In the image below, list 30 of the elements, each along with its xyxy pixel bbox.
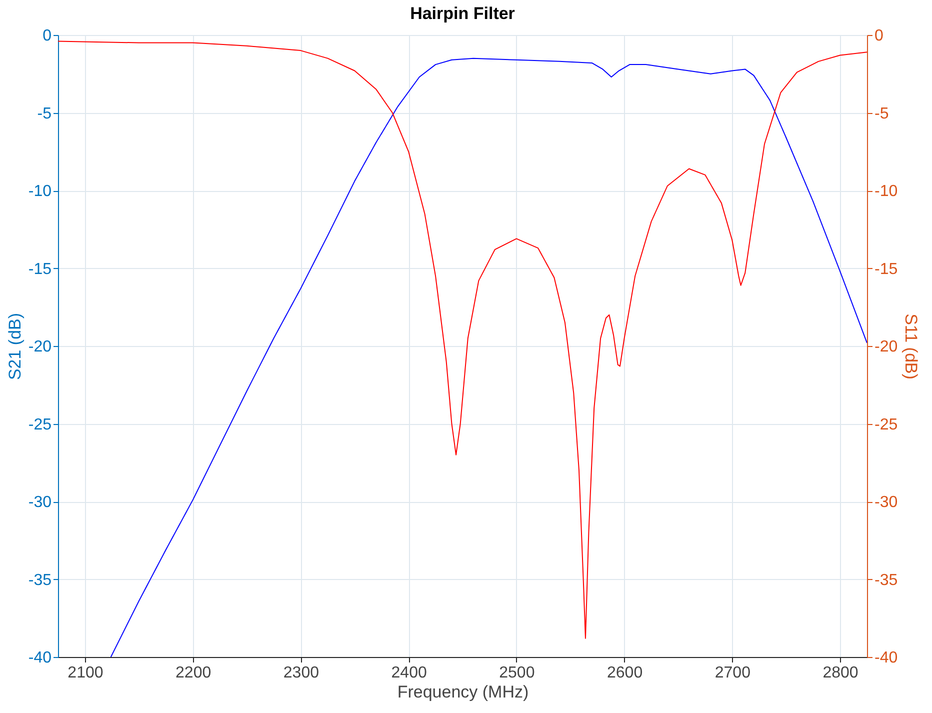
y2-tick-label: -15 [874,260,898,278]
y2-axis-title: S11 (dB) [902,314,921,380]
chart-title: Hairpin Filter [410,4,516,23]
x-tick-label: 2500 [499,664,535,682]
y-tick-label: -30 [28,494,52,511]
y2-tick-label: -20 [874,338,898,356]
x-tick-label: 2200 [176,664,212,682]
x-tick-label: 2100 [68,664,104,682]
y-axis-title: S21 (dB) [5,312,24,380]
y-tick-label: -15 [28,260,52,278]
x-tick-label: 2400 [391,664,427,682]
x-tick-label: 2300 [283,664,320,682]
y2-tick-label: -5 [874,105,889,122]
y2-tick-label: -30 [874,494,898,511]
x-tick-label: 2600 [607,664,643,682]
x-tick-label: 2700 [714,664,751,682]
y-tick-label: -20 [28,338,52,356]
y-tick-label: 0 [42,28,52,44]
y-tick-label: -25 [28,416,52,434]
x-tick-label: 2800 [822,664,858,682]
y2-tick-label: 0 [874,28,884,44]
y-tick-label: -10 [28,183,52,200]
y2-tick-label: -10 [874,183,898,200]
y2-tick-label: -25 [874,416,898,434]
y-tick-label: -35 [28,572,52,589]
y-tick-label: -5 [37,105,52,122]
y-tick-label: -40 [28,650,52,666]
x-axis-title: Frequency (MHz) [397,682,529,702]
y2-tick-label: -35 [874,572,898,589]
y2-tick-label: -40 [874,650,898,666]
